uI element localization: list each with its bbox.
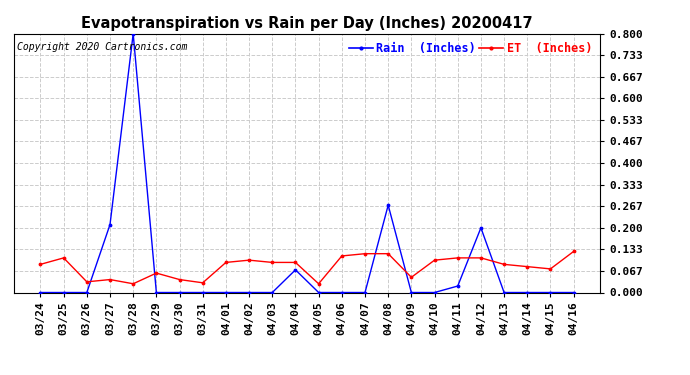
Text: Copyright 2020 Cartronics.com: Copyright 2020 Cartronics.com (17, 42, 187, 51)
Title: Evapotranspiration vs Rain per Day (Inches) 20200417: Evapotranspiration vs Rain per Day (Inch… (81, 16, 533, 31)
Legend: Rain  (Inches), ET  (Inches): Rain (Inches), ET (Inches) (346, 40, 594, 57)
